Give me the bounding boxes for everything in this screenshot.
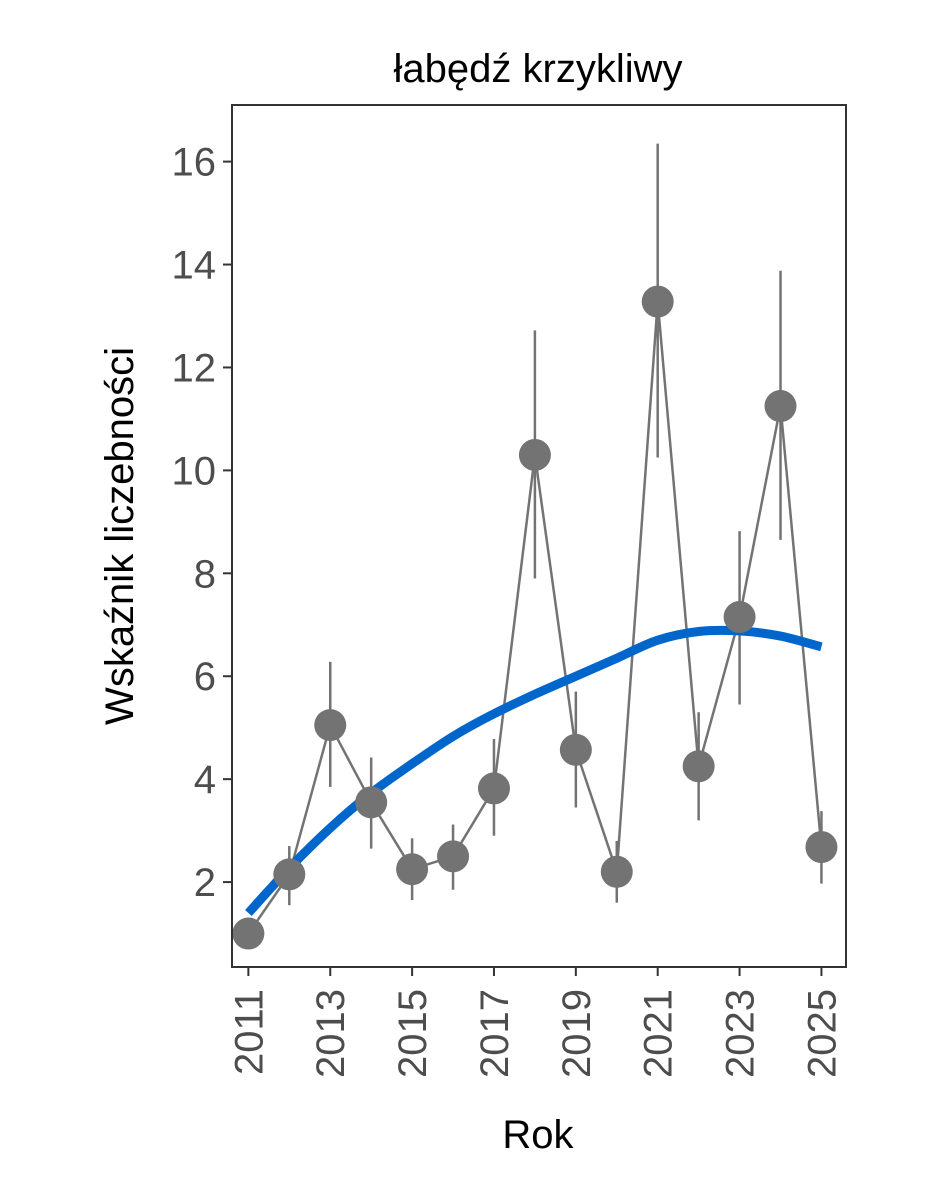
data-points (232, 285, 838, 950)
x-tick-label: 2017 (473, 989, 517, 1078)
chart-title: łabędź krzykliwy (394, 47, 683, 91)
y-tick-label: 10 (172, 449, 217, 493)
data-point (559, 733, 592, 766)
x-tick-label: 2013 (309, 989, 353, 1078)
data-point (273, 858, 306, 891)
data-point (437, 840, 470, 873)
y-tick-label: 12 (172, 346, 217, 390)
data-point (314, 709, 347, 742)
data-point (723, 601, 756, 634)
y-tick-label: 8 (194, 552, 216, 596)
x-tick-label: 2025 (800, 989, 844, 1078)
error-bars (288, 143, 823, 906)
data-point (641, 285, 674, 318)
data-point (396, 853, 429, 886)
data-point (477, 772, 510, 805)
trend-line (245, 625, 823, 917)
x-tick-label: 2011 (227, 989, 271, 1075)
x-tick-label: 2019 (555, 989, 599, 1078)
data-point (600, 855, 633, 888)
y-tick-label: 16 (172, 141, 217, 185)
plot-panel (231, 104, 847, 968)
axis-ticks: 2 4 6 8 10 12 14 16 2011 2013 2015 2017 2019 2021 2023… (172, 141, 845, 1078)
data-point (518, 438, 551, 471)
y-tick-label: 6 (194, 655, 216, 699)
x-tick-label: 2021 (637, 989, 681, 1078)
x-axis-title: Rok (502, 1113, 574, 1157)
data-point (355, 786, 388, 819)
y-tick-label: 4 (194, 758, 216, 802)
y-tick-label: 14 (172, 244, 217, 288)
x-tick-label: 2023 (719, 989, 763, 1078)
data-point (764, 390, 797, 423)
y-axis-title: Wskaźnik liczebności (98, 347, 142, 725)
data-point (805, 831, 838, 864)
x-tick-label: 2015 (391, 989, 435, 1078)
data-point (682, 750, 715, 783)
y-tick-label: 2 (194, 861, 216, 905)
data-point (232, 917, 265, 950)
